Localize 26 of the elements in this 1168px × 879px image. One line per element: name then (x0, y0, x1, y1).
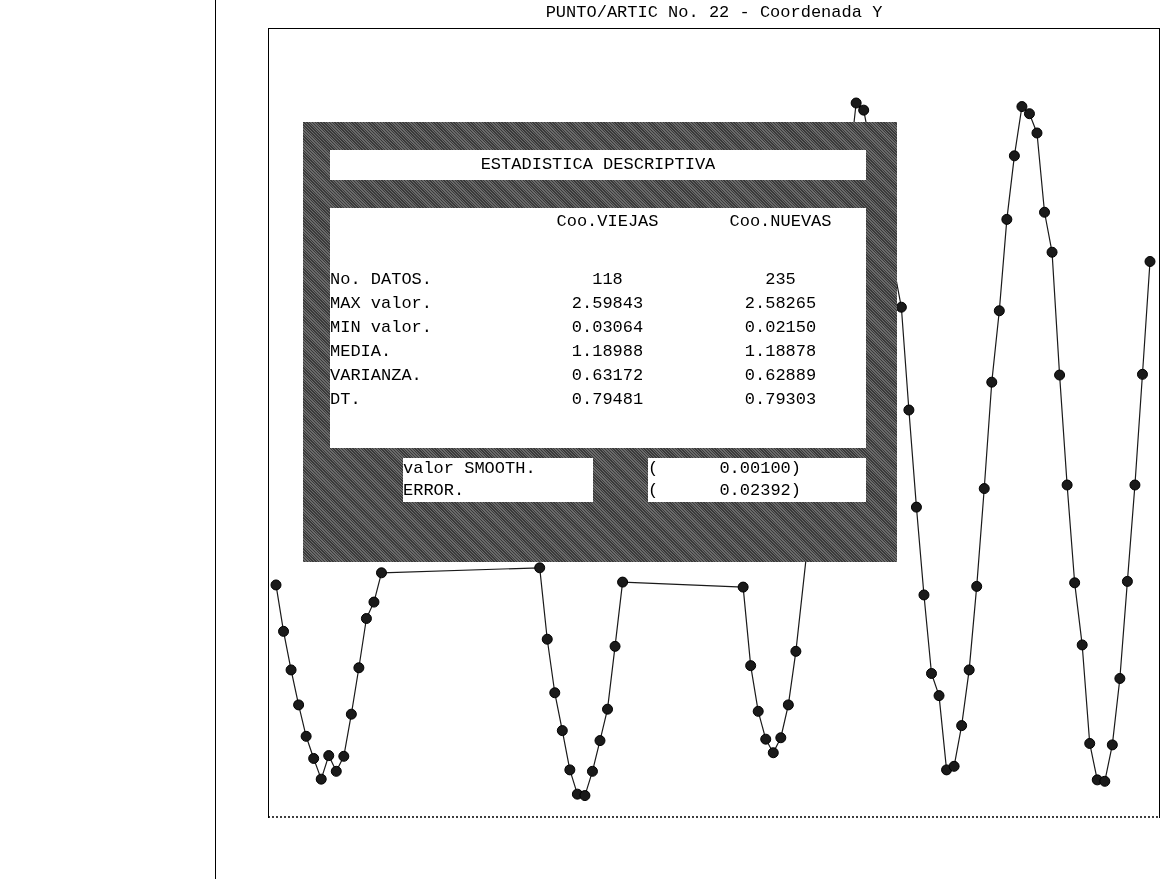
annotation: 0.02150 (743, 317, 818, 338)
annotation: 2.59843 (570, 293, 645, 314)
annotation: 0.03064 (570, 317, 645, 338)
value-field: ( 0.02392) (648, 480, 866, 502)
chart-title: PUNTO/ARTIC No. 22 - Coordenada Y (544, 2, 884, 24)
annotation: MAX valor. (330, 293, 434, 314)
label-field: ERROR. (403, 480, 593, 502)
annotation: Coo.VIEJAS (555, 212, 660, 231)
annotation: MIN valor. (330, 317, 434, 338)
label-field: valor SMOOTH. (403, 458, 593, 480)
annotation: 0.63172 (570, 365, 645, 386)
annotation: 0.62889 (743, 365, 818, 386)
annotation: VARIANZA. (330, 365, 423, 386)
annotation: DT. (330, 389, 362, 410)
annotation: Coo.NUEVAS (728, 212, 833, 231)
annotation: 0.79481 (570, 389, 645, 410)
title-field: ESTADISTICA DESCRIPTIVA (330, 150, 866, 180)
value-field: ( 0.00100) (648, 458, 866, 480)
annotation: No. DATOS. (330, 269, 434, 290)
annotation: 2.58265 (743, 293, 818, 314)
annotation: 1.18988 (570, 341, 645, 362)
annotation: 1.18878 (743, 341, 818, 362)
annotation: 118 (591, 269, 624, 290)
annotation: 235 (764, 269, 797, 290)
annotation: MEDIA. (330, 341, 393, 362)
annotation: 0.79303 (743, 389, 818, 410)
